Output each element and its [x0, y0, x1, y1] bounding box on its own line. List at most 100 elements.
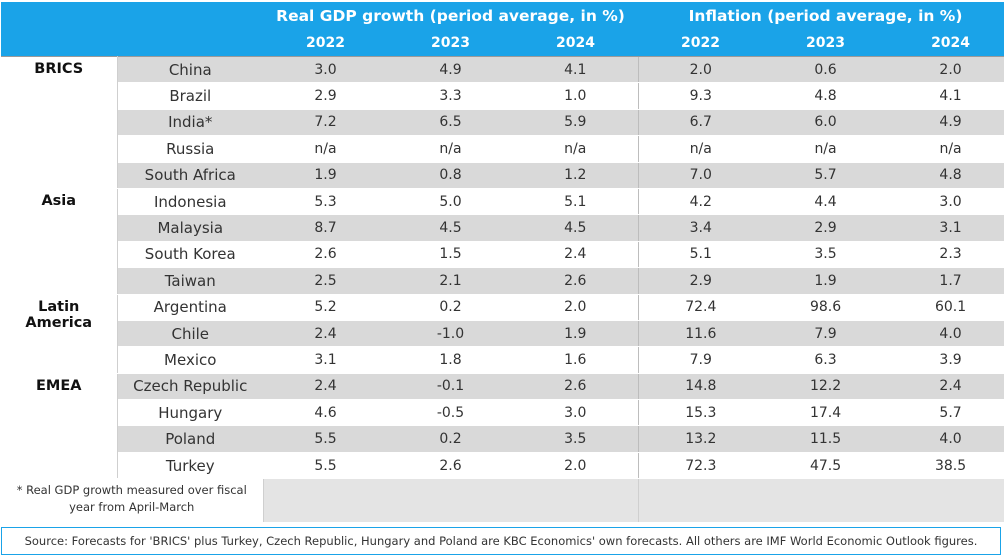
table-row: Russia n/a n/a n/a n/a n/a n/a: [1, 135, 1004, 163]
inflation-value-cell: 4.9: [888, 109, 1004, 137]
inflation-value-cell: 98.6: [763, 293, 889, 321]
table-row: BRICS China 3.0 4.9 4.1 2.0 0.6 2.0: [1, 55, 1004, 189]
inflation-value-cell: 7.9: [763, 320, 889, 348]
country-cell: Hungary: [117, 399, 263, 427]
country-cell: Brazil: [117, 82, 263, 110]
inflation-value-cell: 17.4: [763, 399, 889, 427]
country-cell: Turkey: [117, 452, 263, 480]
table-body: BRICS China 3.0 4.9 4.1 2.0 0.6 2.0 Brazil 2.9 3.3…: [1, 55, 1004, 524]
gdp-year-header: 2022: [263, 30, 388, 57]
country-cell: Poland: [117, 425, 263, 453]
gdp-value-cell: 1.6: [513, 346, 639, 374]
gdp-value-cell: 0.2: [388, 293, 513, 321]
inflation-year-header: 2024: [888, 30, 1004, 57]
gdp-value-cell: 1.9: [263, 162, 388, 189]
country-cell: Indonesia: [117, 187, 263, 216]
gdp-value-cell: 2.6: [513, 267, 639, 295]
country-cell: Malaysia: [117, 214, 263, 242]
region-label: Asia: [1, 187, 118, 295]
region-label: BRICS: [1, 56, 118, 189]
inflation-value-cell: 2.9: [637, 267, 764, 295]
gdp-value-cell: 1.0: [513, 82, 639, 110]
gdp-value-cell: 6.5: [388, 109, 513, 137]
inflation-value-cell: 11.5: [763, 425, 889, 453]
inflation-year-header: 2022: [638, 30, 764, 57]
inflation-value-cell: 7.0: [637, 162, 764, 189]
gdp-value-cell: 5.1: [513, 187, 639, 216]
inflation-value-cell: 2.0: [637, 55, 764, 84]
country-cell: South Africa: [117, 162, 263, 189]
gdp-value-cell: 1.2: [513, 162, 639, 189]
gdp-year-header: 2023: [388, 30, 513, 57]
gdp-value-cell: 2.0: [513, 452, 639, 480]
inflation-value-cell: 14.8: [637, 372, 764, 401]
gdp-value-cell: 1.8: [388, 346, 513, 374]
inflation-value-cell: 5.1: [637, 241, 764, 269]
inflation-value-cell: 7.9: [637, 346, 764, 374]
table-row: Latin America Argentina 5.2 0.2 2.0 72.4 98.6 60…: [1, 293, 1004, 374]
gdp-value-cell: 1.9: [513, 320, 639, 348]
inflation-value-cell: 47.5: [763, 452, 889, 480]
header-blank: [1, 2, 117, 30]
inflation-value-cell: 4.8: [888, 162, 1004, 189]
inflation-value-cell: 6.3: [763, 346, 889, 374]
country-cell: Chile: [117, 320, 263, 348]
inflation-value-cell: 12.2: [763, 372, 889, 401]
gdp-group-title: Real GDP growth (period average, in %): [263, 2, 639, 30]
gdp-value-cell: 0.2: [388, 425, 513, 453]
country-cell: China: [117, 55, 263, 84]
gdp-value-cell: 7.2: [263, 109, 388, 137]
inflation-value-cell: 4.0: [888, 320, 1004, 348]
inflation-value-cell: 2.3: [888, 241, 1004, 269]
inflation-value-cell: 4.1: [888, 82, 1004, 110]
footnote-row: * Real GDP growth measured over fiscal y…: [1, 478, 1004, 524]
inflation-value-cell: 6.7: [637, 109, 764, 137]
gdp-value-cell: 5.2: [263, 293, 388, 321]
header-blank: [117, 2, 263, 30]
gdp-value-cell: 3.3: [388, 82, 513, 110]
gdp-value-cell: 5.5: [263, 452, 388, 480]
region-label: Latin America: [1, 293, 118, 374]
table-row: Poland 5.5 0.2 3.5 13.2 11.5 4.0: [1, 425, 1004, 453]
inflation-value-cell: 4.8: [763, 82, 889, 110]
gdp-value-cell: 3.0: [513, 399, 639, 427]
inflation-value-cell: 1.7: [888, 267, 1004, 295]
gdp-value-cell: -0.1: [388, 372, 513, 401]
gdp-value-cell: 5.0: [388, 187, 513, 216]
inflation-value-cell: 4.2: [637, 187, 764, 216]
gdp-year-header: 2024: [513, 30, 639, 57]
gdp-value-cell: n/a: [513, 135, 639, 163]
inflation-value-cell: 38.5: [888, 452, 1004, 480]
inflation-value-cell: 5.7: [763, 162, 889, 189]
gdp-value-cell: -1.0: [388, 320, 513, 348]
inflation-value-cell: 9.3: [637, 82, 764, 110]
inflation-value-cell: 2.4: [888, 372, 1004, 401]
table-row: South Korea 2.6 1.5 2.4 5.1 3.5 2.3: [1, 241, 1004, 269]
gdp-value-cell: 3.1: [263, 346, 388, 374]
gdp-value-cell: 4.1: [513, 55, 639, 84]
inflation-value-cell: 2.9: [763, 214, 889, 242]
table-row: Asia Indonesia 5.3 5.0 5.1 4.2 4.4 3.0: [1, 187, 1004, 295]
inflation-value-cell: 11.6: [637, 320, 764, 348]
header-row-titles: Real GDP growth (period average, in %) I…: [1, 2, 1004, 30]
header-blank: [1, 30, 117, 57]
footnote-fill: [263, 478, 639, 524]
inflation-value-cell: 13.2: [637, 425, 764, 453]
gdp-value-cell: 3.0: [263, 55, 388, 84]
inflation-value-cell: 60.1: [888, 293, 1004, 321]
inflation-value-cell: 4.4: [763, 187, 889, 216]
inflation-value-cell: n/a: [763, 135, 889, 163]
gdp-value-cell: 5.5: [263, 425, 388, 453]
inflation-value-cell: 72.4: [637, 293, 764, 321]
inflation-value-cell: 3.9: [888, 346, 1004, 374]
gdp-value-cell: 4.9: [388, 55, 513, 84]
inflation-value-cell: 3.0: [888, 187, 1004, 216]
gdp-value-cell: 2.4: [513, 241, 639, 269]
table-row: Taiwan 2.5 2.1 2.6 2.9 1.9 1.7: [1, 267, 1004, 295]
inflation-value-cell: 3.1: [888, 214, 1004, 242]
region-label: EMEA: [1, 372, 118, 480]
gdp-value-cell: 2.6: [388, 452, 513, 480]
table-row: Mexico 3.1 1.8 1.6 7.9 6.3 3.9: [1, 346, 1004, 374]
gdp-value-cell: 0.8: [388, 162, 513, 189]
